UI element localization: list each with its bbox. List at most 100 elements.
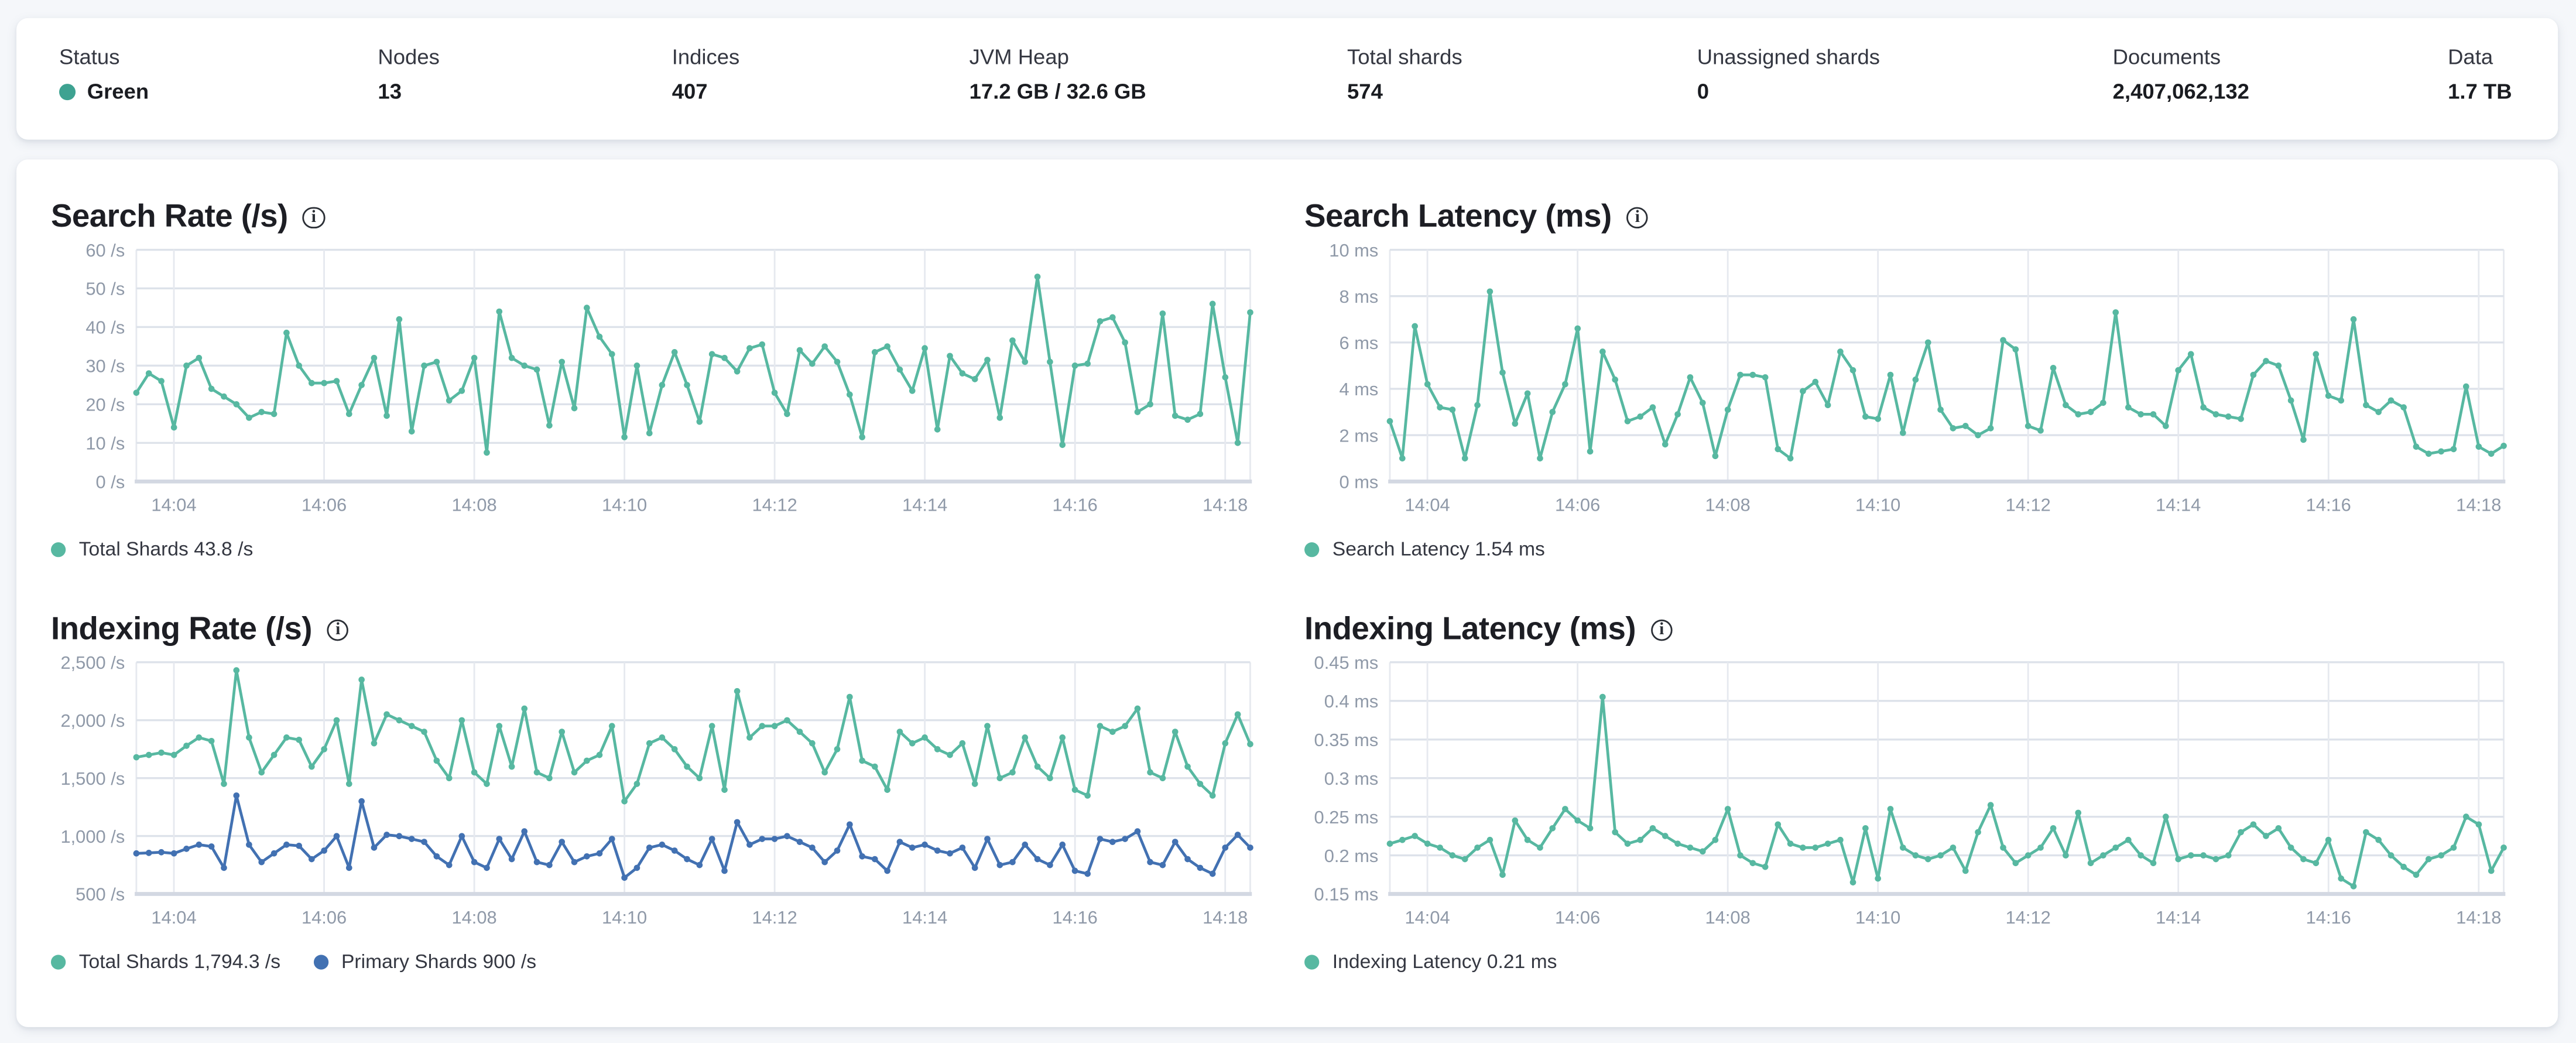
data-point (1762, 863, 1769, 870)
x-axis-tick-label: 14:04 (151, 907, 196, 928)
x-axis-tick-label: 14:12 (752, 907, 797, 928)
data-point (2037, 844, 2044, 851)
x-axis-tick-label: 14:18 (2456, 495, 2501, 515)
data-point (396, 833, 403, 840)
chart-plot-area[interactable]: 0.45 ms 0.4 ms 0.35 ms 0.3 ms 0.25 ms 0.2 ms 0… (1304, 649, 2515, 936)
data-point (1699, 848, 1706, 855)
data-point (1171, 729, 1179, 735)
data-point (2050, 364, 2057, 371)
data-point (1134, 705, 1141, 712)
data-point (208, 385, 215, 392)
data-point (1222, 374, 1229, 381)
data-point (1134, 828, 1141, 835)
data-point (1059, 842, 1066, 848)
data-point (1386, 418, 1393, 425)
data-point (508, 763, 515, 770)
data-point (2200, 404, 2207, 411)
data-point (1574, 325, 1581, 332)
data-point (1937, 406, 1944, 413)
data-point (2350, 316, 2357, 323)
data-point (1097, 836, 1104, 842)
stat-value: 1.7 TB (2448, 78, 2512, 104)
data-point (1562, 806, 1568, 812)
data-point (871, 763, 878, 770)
data-point (496, 723, 503, 730)
data-point (633, 864, 640, 871)
data-point (1849, 367, 1856, 374)
info-circle-icon[interactable]: i (1626, 206, 1649, 229)
data-point (1222, 844, 1229, 851)
legend-series-label: Primary Shards 900 /s (341, 949, 537, 973)
data-point (1787, 455, 1794, 461)
info-circle-icon[interactable]: i (302, 206, 325, 229)
stat-label: JVM Heap (969, 44, 1069, 69)
data-point (1424, 840, 1431, 847)
data-point (759, 723, 766, 730)
data-point (296, 842, 303, 849)
stat-value: 0 (1697, 78, 1710, 104)
data-point (446, 861, 453, 868)
data-point (1034, 856, 1041, 863)
data-point (246, 414, 252, 421)
chart-plot-area[interactable]: 10 ms 8 ms 6 ms 4 ms 2 ms 0 ms 14:04 14:06 14:08… (1304, 237, 2515, 524)
data-point (270, 411, 278, 418)
legend-item[interactable]: Indexing Latency 0.21 ms (1304, 950, 1557, 973)
data-point (2263, 358, 2269, 364)
data-point (1499, 871, 1506, 878)
data-point (421, 729, 427, 735)
data-point (258, 859, 265, 866)
data-point (421, 363, 427, 369)
data-point (2488, 450, 2495, 457)
data-point (2462, 813, 2469, 820)
data-point (2425, 856, 2432, 863)
data-point (408, 723, 415, 730)
data-point (1109, 839, 1116, 845)
data-point (533, 769, 540, 776)
data-point (196, 354, 203, 361)
data-point (1009, 859, 1016, 866)
data-point (1987, 425, 1994, 432)
data-point (1437, 844, 1443, 851)
legend-item[interactable]: Total Shards 1,794.3 /s (50, 950, 280, 973)
data-point (1159, 310, 1166, 317)
y-axis-tick-label: 1,500 /s (60, 768, 125, 789)
data-point (696, 861, 703, 868)
data-point (2187, 852, 2194, 859)
data-point (1222, 740, 1229, 747)
data-point (2063, 402, 2069, 409)
data-point (2338, 875, 2345, 882)
chart-plot-area[interactable]: 60 /s 50 /s 40 /s 30 /s 20 /s 10 /s 0 /s 14:04 1… (51, 237, 1262, 524)
data-point (1059, 442, 1066, 448)
legend-item[interactable]: Total Shards 43.8 /s (50, 538, 253, 560)
stat-value: 2,407,062,132 (2112, 78, 2249, 104)
data-point (659, 734, 666, 741)
data-point (959, 740, 966, 747)
legend-item[interactable]: Search Latency 1.54 ms (1304, 538, 1545, 560)
data-point (1197, 781, 1204, 787)
chart-legend: Total Shards 1,794.3 /s Primary Shards 90… (50, 945, 1262, 978)
data-point (1059, 734, 1066, 741)
data-point (1899, 429, 1906, 436)
chart-legend: Search Latency 1.54 ms (1304, 532, 2515, 565)
x-axis-tick-label: 14:08 (451, 907, 496, 928)
data-point (133, 754, 140, 761)
data-point (696, 775, 703, 782)
data-point (1599, 348, 1606, 355)
data-point (1097, 723, 1104, 730)
info-circle-icon[interactable]: i (327, 619, 350, 642)
data-point (1587, 825, 1594, 832)
data-point (170, 751, 177, 758)
legend-item[interactable]: Primary Shards 900 /s (313, 950, 536, 973)
data-point (922, 734, 928, 741)
data-point (608, 723, 615, 730)
data-point (2350, 883, 2357, 890)
data-point (2087, 409, 2094, 415)
data-point (1109, 314, 1116, 321)
info-circle-icon[interactable]: i (1650, 619, 1673, 642)
y-axis-tick-label: 6 ms (1339, 333, 1378, 353)
data-point (358, 798, 365, 805)
data-point (1899, 844, 1906, 851)
data-point (2263, 833, 2269, 839)
chart-plot-area[interactable]: 2,500 /s 2,000 /s 1,500 /s 1,000 /s 500 /s 14… (51, 649, 1262, 936)
data-point (684, 763, 690, 770)
